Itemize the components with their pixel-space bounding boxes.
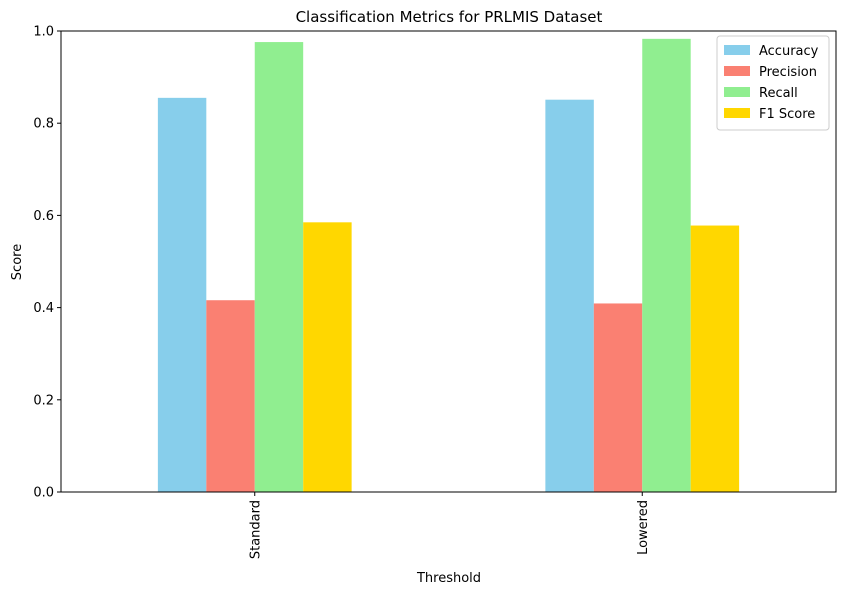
bar-accuracy-standard xyxy=(157,97,207,492)
bar-precision-standard xyxy=(206,300,255,492)
legend-swatch xyxy=(724,87,750,97)
y-tick-label: 0.6 xyxy=(33,209,54,224)
legend-swatch xyxy=(724,108,750,118)
y-tick-label: 0.2 xyxy=(33,393,54,408)
legend-swatch xyxy=(724,45,750,55)
bar-recall-lowered xyxy=(642,38,691,492)
y-tick-label: 0.0 xyxy=(33,486,54,501)
y-axis-label: Score xyxy=(10,244,25,280)
legend-swatch xyxy=(724,66,750,76)
bar-f1-score-standard xyxy=(303,222,352,492)
bar-precision-lowered xyxy=(593,303,643,492)
legend: Accuracy Precision Recall F1 Score xyxy=(716,35,830,131)
x-tick-label: Lowered xyxy=(636,500,651,555)
bar-f1-score-lowered xyxy=(690,225,740,493)
y-tick-label: 0.4 xyxy=(33,301,54,316)
legend-box xyxy=(716,35,830,131)
legend-label: Recall xyxy=(759,86,798,101)
bar-accuracy-lowered xyxy=(545,99,594,493)
x-tick-label: Standard xyxy=(248,500,263,559)
legend-label: Accuracy xyxy=(759,44,819,59)
legend-label: Precision xyxy=(759,65,817,80)
x-axis-label: Threshold xyxy=(416,571,481,586)
bar-recall-standard xyxy=(254,42,304,493)
chart-title: Classification Metrics for PRLMIS Datase… xyxy=(296,8,603,26)
plot-frame xyxy=(60,30,837,493)
y-tick-label: 0.8 xyxy=(33,117,54,132)
legend-label: F1 Score xyxy=(759,107,815,122)
y-tick-label: 1.0 xyxy=(33,25,54,40)
